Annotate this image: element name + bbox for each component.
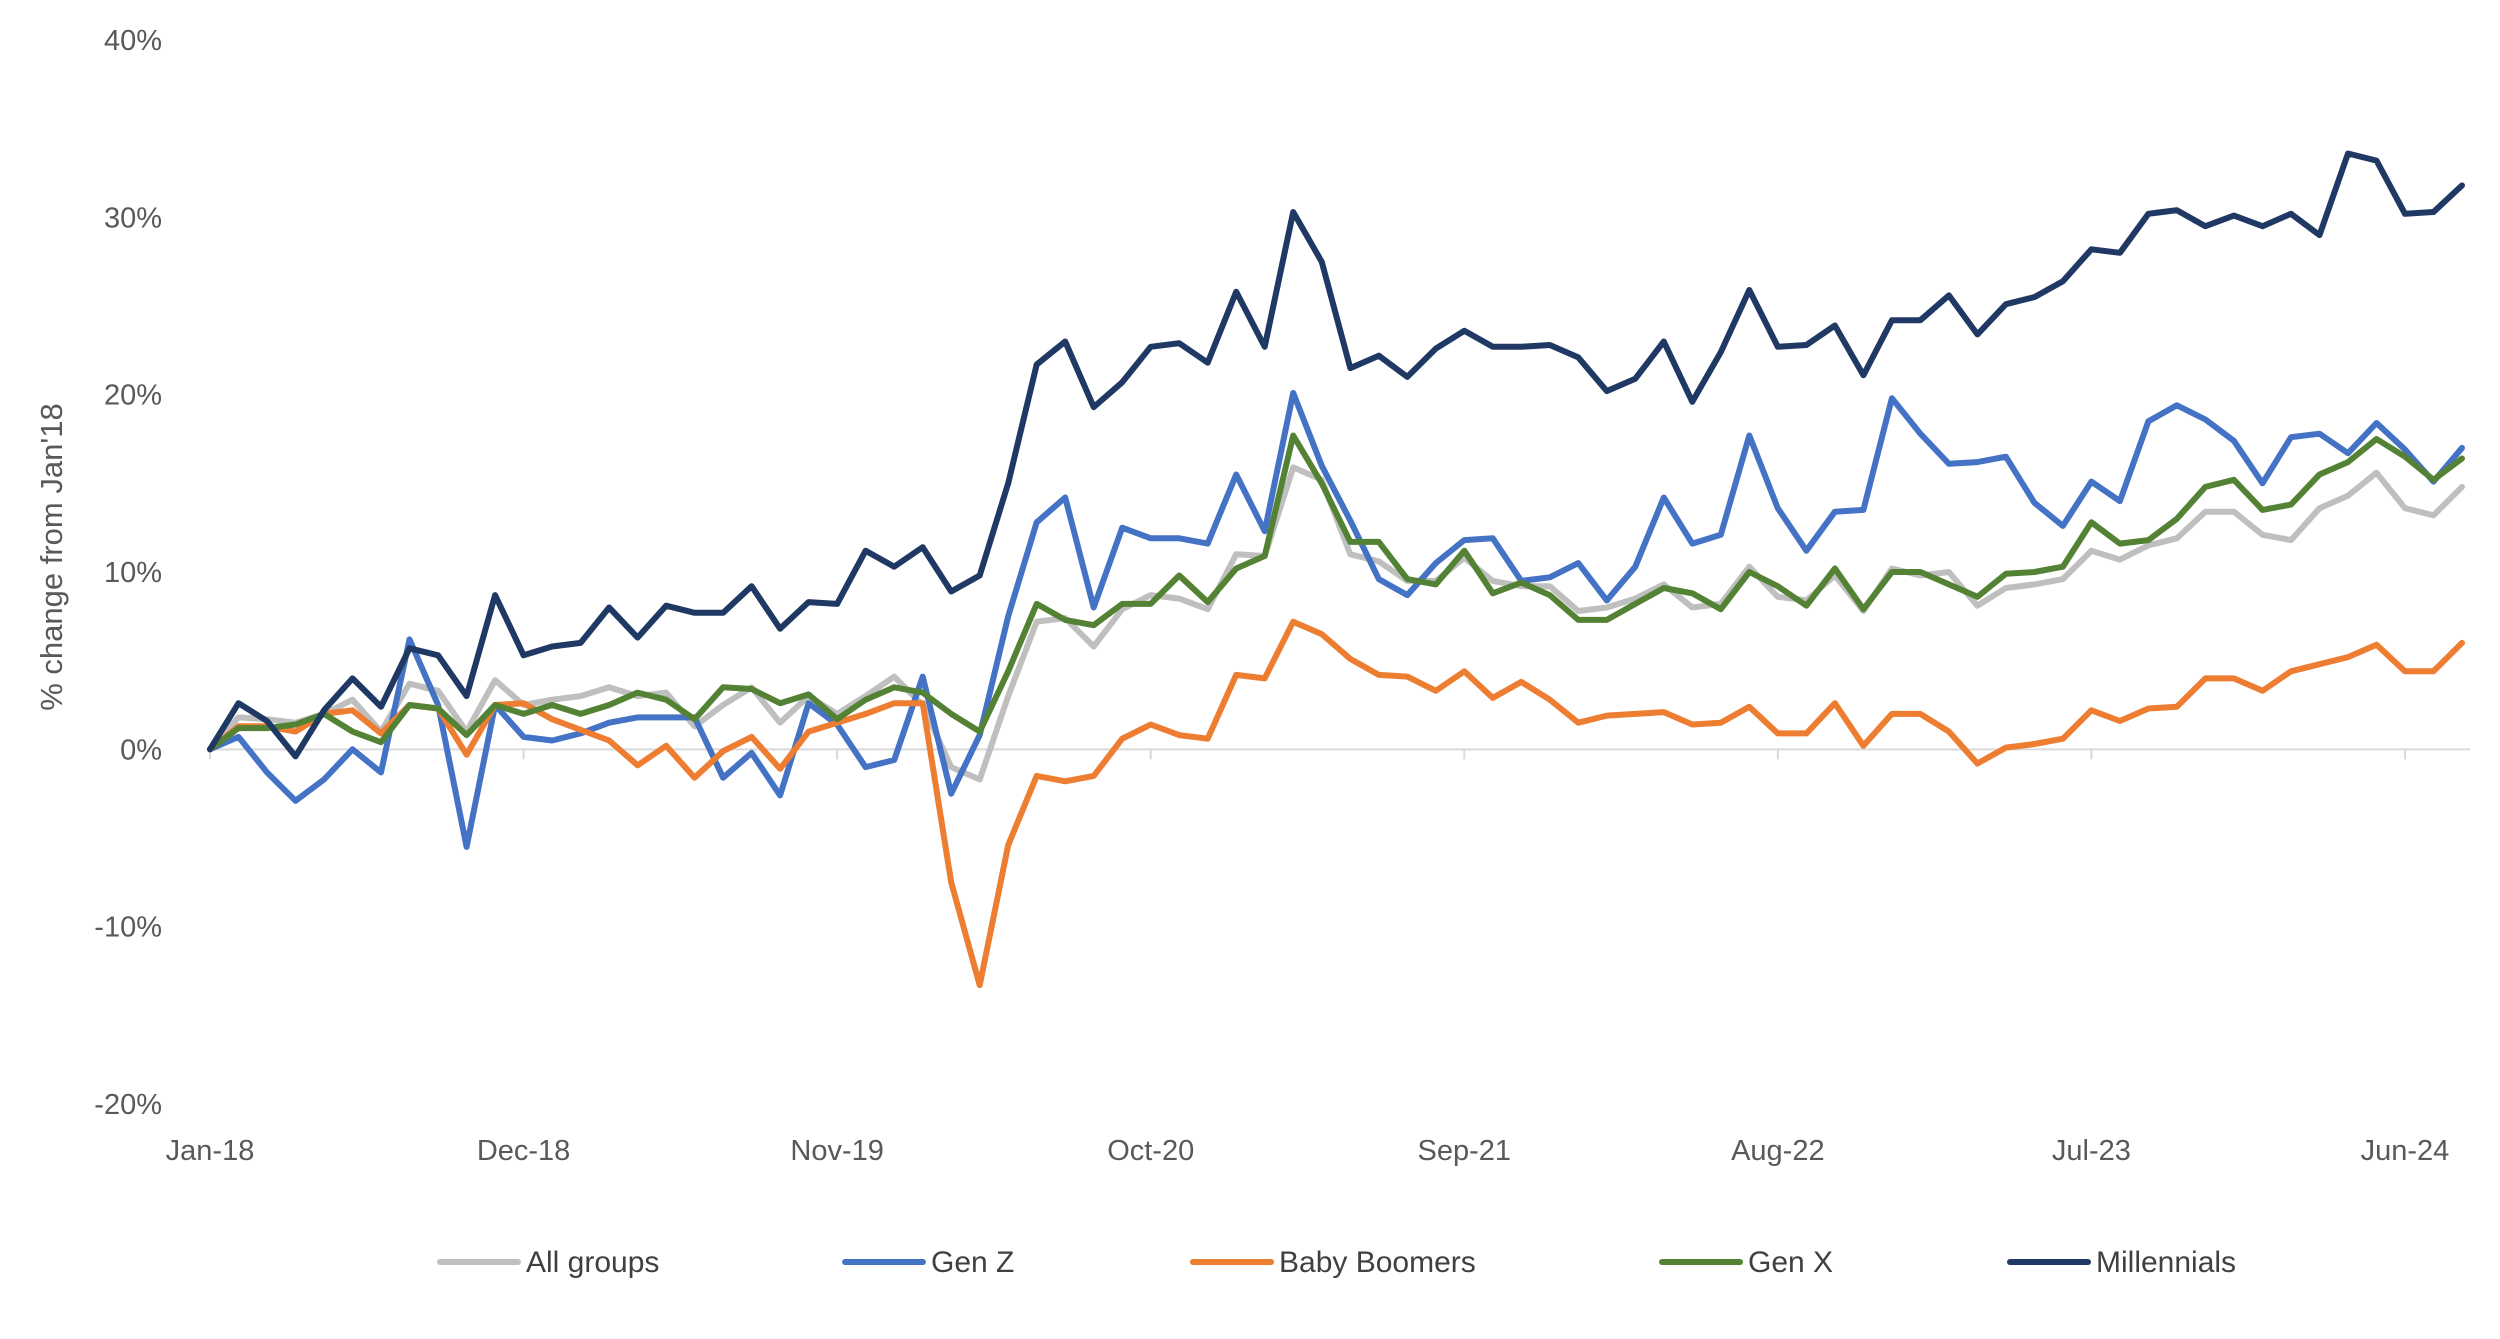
x-axis-ticks: Jan-18 Dec-18 Nov-19 Oct-20 Sep-21 Aug-22 Jul-… — [166, 749, 2450, 1167]
legend: All groups Gen Z Baby Boomers Gen X Millenni… — [437, 1246, 2236, 1279]
x-tick-label: Nov-19 — [790, 1135, 884, 1167]
y-axis-title: % change from Jan'18 — [34, 403, 69, 711]
y-tick-label: 30% — [104, 202, 162, 234]
y-tick-label: -10% — [94, 912, 162, 944]
legend-label-millennials: Millennials — [2096, 1246, 2236, 1279]
x-tick-label: Dec-18 — [477, 1135, 571, 1167]
y-tick-label: -20% — [94, 1089, 162, 1121]
legend-label-gen-x: Gen X — [1748, 1246, 1833, 1279]
x-tick-label: Jun-24 — [2361, 1135, 2450, 1167]
series-line-millennials — [207, 150, 2465, 760]
legend-label-all-groups: All groups — [526, 1246, 659, 1279]
y-tick-label: 0% — [120, 734, 162, 766]
x-tick-label: Sep-21 — [1418, 1135, 1512, 1167]
series-line-baby-boomers — [207, 618, 2465, 989]
series-lines — [207, 150, 2465, 989]
y-tick-label: 40% — [104, 25, 162, 57]
y-axis-ticks: 40% 30% 20% 10% 0% -10% -20% — [94, 25, 162, 1121]
x-tick-label: Oct-20 — [1107, 1135, 1194, 1167]
y-tick-label: 20% — [104, 380, 162, 412]
series-line-gen-z — [207, 389, 2465, 850]
x-tick-label: Jul-23 — [2052, 1135, 2131, 1167]
series-line-gen-x — [207, 432, 2465, 753]
x-tick-label: Jan-18 — [166, 1135, 255, 1167]
x-tick-label: Aug-22 — [1731, 1135, 1825, 1167]
y-tick-label: 10% — [104, 557, 162, 589]
legend-label-baby-boomers: Baby Boomers — [1279, 1246, 1476, 1279]
legend-label-gen-z: Gen Z — [931, 1246, 1014, 1279]
